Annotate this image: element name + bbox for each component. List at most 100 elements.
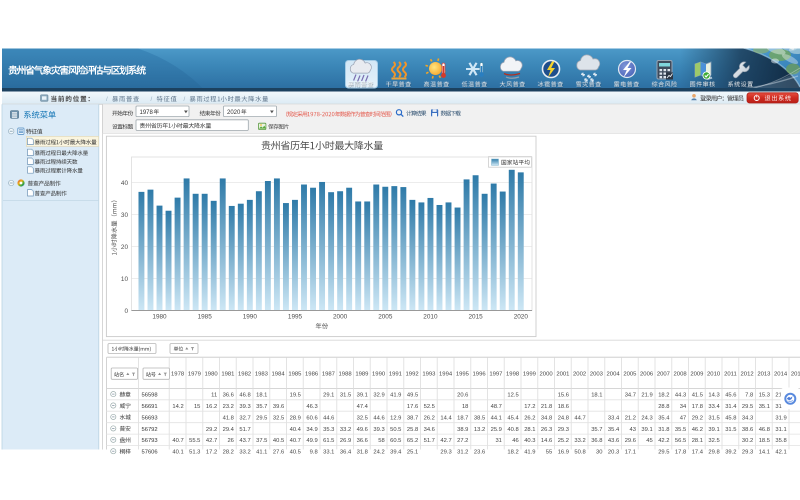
svg-text:23.2: 23.2 <box>223 404 234 410</box>
svg-text:18.5: 18.5 <box>759 438 770 444</box>
svg-text:45.8: 45.8 <box>725 415 736 421</box>
svg-text:44.6: 44.6 <box>373 415 384 421</box>
svg-text:1987: 1987 <box>322 372 335 378</box>
svg-text:49.6: 49.6 <box>357 427 368 433</box>
svg-text:44.6: 44.6 <box>323 415 334 421</box>
svg-text:1985: 1985 <box>198 314 213 321</box>
svg-text:1989: 1989 <box>355 372 368 378</box>
svg-text:51.7: 51.7 <box>424 438 435 444</box>
svg-text:20: 20 <box>121 244 129 251</box>
svg-text:38.9: 38.9 <box>457 427 468 433</box>
svg-text:12.9: 12.9 <box>390 415 401 421</box>
svg-text:44.7: 44.7 <box>574 415 585 421</box>
svg-text:20.3: 20.3 <box>608 450 619 456</box>
svg-text:60.6: 60.6 <box>306 415 317 421</box>
svg-text:55: 55 <box>546 450 552 456</box>
svg-text:29.2: 29.2 <box>206 427 217 433</box>
svg-text:29.3: 29.3 <box>742 450 753 456</box>
svg-text:31.4: 31.4 <box>725 404 737 410</box>
svg-text:/: / <box>151 96 153 103</box>
svg-text:1997: 1997 <box>489 372 502 378</box>
svg-text:34.9: 34.9 <box>306 427 317 433</box>
svg-text:42.7: 42.7 <box>440 438 451 444</box>
svg-text:24.3: 24.3 <box>641 415 652 421</box>
svg-text:17.1: 17.1 <box>625 450 636 456</box>
svg-text:36.8: 36.8 <box>591 438 602 444</box>
svg-text:7.8: 7.8 <box>745 393 753 399</box>
svg-text:49.5: 49.5 <box>407 393 418 399</box>
svg-text:1996: 1996 <box>473 372 487 378</box>
svg-text:2013: 2013 <box>757 372 771 378</box>
svg-text:27.2: 27.2 <box>457 438 468 444</box>
svg-text:1994: 1994 <box>439 372 453 378</box>
svg-text:29.5: 29.5 <box>256 415 267 421</box>
svg-text:58: 58 <box>378 438 384 444</box>
svg-text:2007: 2007 <box>657 372 670 378</box>
svg-text:50.8: 50.8 <box>574 450 585 456</box>
svg-text:38.7: 38.7 <box>407 415 418 421</box>
svg-text:43.6: 43.6 <box>608 438 619 444</box>
svg-text:17.2: 17.2 <box>206 450 217 456</box>
svg-text:33.4: 33.4 <box>708 404 720 410</box>
svg-text:44.3: 44.3 <box>675 393 686 399</box>
svg-text:1995: 1995 <box>456 372 470 378</box>
svg-text:51.3: 51.3 <box>189 450 200 456</box>
svg-text:1991: 1991 <box>389 372 402 378</box>
svg-text:18: 18 <box>462 404 468 410</box>
svg-text:29.8: 29.8 <box>708 450 719 456</box>
svg-text:39.1: 39.1 <box>708 427 719 433</box>
svg-text:42.7: 42.7 <box>206 438 217 444</box>
svg-text:36.6: 36.6 <box>223 393 234 399</box>
svg-text:46.2: 46.2 <box>692 427 703 433</box>
svg-text:15.6: 15.6 <box>558 393 569 399</box>
svg-text:31.1: 31.1 <box>775 427 786 433</box>
svg-text:39.3: 39.3 <box>373 427 384 433</box>
svg-text:14.4: 14.4 <box>440 415 452 421</box>
svg-text:2015: 2015 <box>468 314 483 321</box>
svg-text:17.6: 17.6 <box>407 404 418 410</box>
svg-text:2000: 2000 <box>333 314 348 321</box>
svg-text:35.7: 35.7 <box>591 427 602 433</box>
svg-text:52.5: 52.5 <box>424 404 435 410</box>
svg-text:38.5: 38.5 <box>474 415 485 421</box>
svg-text:23.6: 23.6 <box>474 450 485 456</box>
svg-text:1985: 1985 <box>288 372 302 378</box>
svg-text:40.5: 40.5 <box>290 450 301 456</box>
svg-text:27.6: 27.6 <box>273 450 284 456</box>
svg-text:28.1: 28.1 <box>524 427 535 433</box>
svg-text:2011: 2011 <box>724 372 737 378</box>
svg-text:36.4: 36.4 <box>340 450 352 456</box>
svg-text:35.8: 35.8 <box>775 438 786 444</box>
svg-text:1978: 1978 <box>171 372 185 378</box>
svg-text:17.8: 17.8 <box>692 404 703 410</box>
svg-text:36.6: 36.6 <box>357 438 368 444</box>
svg-text:45.4: 45.4 <box>507 415 519 421</box>
svg-text:20.6: 20.6 <box>457 393 468 399</box>
svg-text:48.7: 48.7 <box>491 404 502 410</box>
svg-text:40.7: 40.7 <box>290 438 301 444</box>
svg-text:2002: 2002 <box>573 372 586 378</box>
svg-text:25.8: 25.8 <box>407 427 418 433</box>
svg-text:43: 43 <box>630 427 636 433</box>
svg-text:46: 46 <box>512 438 518 444</box>
svg-text:1999: 1999 <box>523 372 536 378</box>
svg-text:24.8: 24.8 <box>558 415 569 421</box>
svg-text:26: 26 <box>227 438 233 444</box>
svg-text:56693: 56693 <box>142 415 158 421</box>
svg-text:34: 34 <box>680 404 687 410</box>
svg-text:29.6: 29.6 <box>625 438 636 444</box>
svg-text:2010: 2010 <box>423 314 438 321</box>
svg-text:1988: 1988 <box>339 372 353 378</box>
svg-text:31.8: 31.8 <box>658 427 669 433</box>
svg-text:13.2: 13.2 <box>474 427 485 433</box>
svg-text:2014: 2014 <box>774 372 788 378</box>
svg-text:30.2: 30.2 <box>742 438 753 444</box>
svg-text:17.4: 17.4 <box>692 450 704 456</box>
svg-text:39.1: 39.1 <box>357 393 368 399</box>
svg-text:39.3: 39.3 <box>239 404 250 410</box>
svg-text:1979: 1979 <box>188 372 201 378</box>
svg-text:17.8: 17.8 <box>675 450 686 456</box>
svg-text:37.5: 37.5 <box>256 438 267 444</box>
svg-text:15.3: 15.3 <box>759 393 770 399</box>
svg-text:28.9: 28.9 <box>290 415 301 421</box>
